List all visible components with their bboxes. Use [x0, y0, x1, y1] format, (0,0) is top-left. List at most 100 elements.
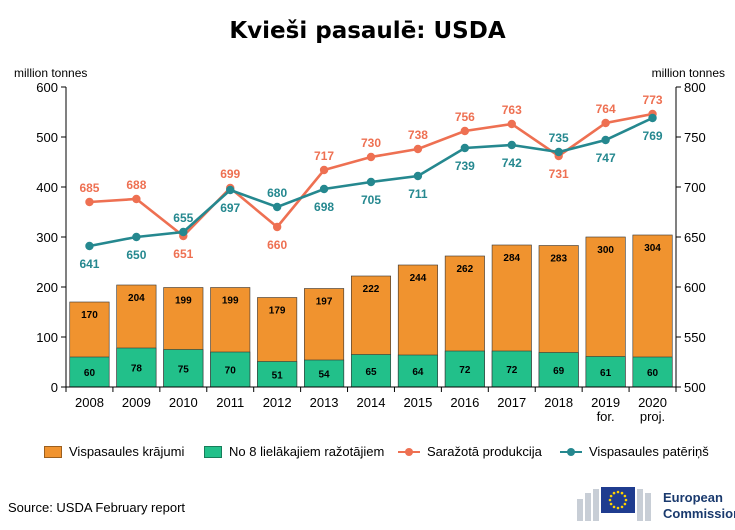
point-consumption	[648, 113, 657, 123]
y-left-tick-label: 600	[36, 80, 58, 95]
point-production	[85, 197, 94, 207]
bar-top8	[491, 350, 532, 388]
bar-top8	[69, 356, 110, 388]
eu-star-icon	[616, 490, 620, 494]
legend-swatch-top8	[204, 445, 222, 458]
point-consumption	[132, 232, 141, 242]
bar-label-stocks: 204	[128, 293, 145, 304]
x-tick-label: 2017	[497, 395, 526, 410]
label-production: 699	[220, 167, 240, 181]
label-consumption: 650	[126, 248, 146, 262]
x-tick-label: 2020	[638, 395, 667, 410]
point-production	[507, 119, 516, 129]
eu-flag-icon	[577, 487, 651, 521]
label-production: 717	[314, 149, 334, 163]
label-production: 651	[173, 247, 193, 261]
y-right-tick-label: 750	[684, 130, 706, 145]
y-left-tick-label: 500	[36, 130, 58, 145]
logo-line-1: European	[663, 490, 723, 505]
eu-star-icon	[612, 505, 616, 509]
y-left-tick-label: 400	[36, 180, 58, 195]
y-right-tick-label: 550	[684, 330, 706, 345]
point-production	[366, 152, 376, 162]
label-consumption: 739	[455, 159, 475, 173]
bar-label-top8: 78	[131, 364, 143, 375]
point-production	[601, 118, 610, 128]
label-consumption: 742	[502, 156, 522, 170]
legend-item-top8: No 8 lielākajiem ražotājiem	[204, 444, 384, 459]
point-production	[413, 144, 423, 154]
label-consumption: 698	[314, 200, 334, 214]
bar-label-stocks: 300	[597, 245, 614, 256]
bar-label-top8: 51	[272, 370, 284, 381]
point-consumption	[601, 135, 610, 145]
legend-swatch-consumption	[560, 446, 582, 458]
eu-star-icon	[609, 494, 613, 498]
eu-star-icon	[609, 502, 613, 506]
y-right-unit-label: million tonnes	[651, 66, 725, 80]
bar-top8	[210, 351, 251, 388]
label-consumption: 711	[408, 187, 428, 201]
legend-label-consumption: Vispasaules patēriņš	[589, 444, 709, 459]
point-consumption	[460, 143, 470, 153]
eu-star-icon	[624, 498, 628, 502]
y-left-tick-label: 200	[36, 280, 58, 295]
point-production	[132, 194, 141, 204]
chart-title: Kvieši pasaulē: USDA	[229, 18, 506, 44]
legend-label-stocks: Vispasaules krājumi	[69, 444, 185, 459]
eu-star-icon	[620, 505, 624, 509]
bar-label-top8: 69	[553, 366, 565, 377]
bar-top8	[163, 349, 204, 388]
legend-item-stocks: Vispasaules krājumi	[44, 444, 184, 459]
legend: Vispasaules krājumi No 8 lielākajiem raž…	[0, 444, 735, 466]
x-tick-label: for.	[597, 409, 615, 424]
bar-label-stocks: 170	[81, 310, 98, 321]
point-consumption	[413, 171, 423, 181]
point-consumption	[272, 202, 282, 212]
label-production: 685	[79, 181, 99, 195]
point-production	[460, 126, 470, 136]
label-production: 756	[455, 110, 475, 124]
bar-label-stocks: 179	[269, 306, 286, 317]
bar-label-top8: 64	[412, 367, 424, 378]
y-left-unit-label: million tonnes	[14, 66, 88, 80]
label-production: 730	[361, 136, 381, 150]
point-consumption	[507, 140, 516, 150]
label-consumption: 641	[79, 257, 99, 271]
bar-label-top8: 60	[647, 368, 659, 379]
label-production: 660	[267, 238, 287, 252]
y-right-tick-label: 700	[684, 180, 706, 195]
bar-label-stocks: 222	[363, 284, 380, 295]
point-consumption	[554, 147, 563, 157]
legend-label-top8: No 8 lielākajiem ražotājiem	[229, 444, 385, 459]
x-tick-label: 2009	[122, 395, 151, 410]
label-production: 773	[643, 93, 663, 107]
point-consumption	[179, 227, 188, 237]
label-production: 763	[502, 103, 522, 117]
y-left-tick-label: 100	[36, 330, 58, 345]
bar-label-stocks: 284	[503, 253, 520, 264]
bar-label-top8: 60	[84, 368, 96, 379]
x-tick-label: 2014	[357, 395, 386, 410]
x-tick-label: 2015	[403, 395, 432, 410]
bar-label-stocks: 244	[410, 273, 427, 284]
bar-label-top8: 54	[319, 370, 331, 381]
bar-label-stocks: 304	[644, 243, 661, 254]
label-consumption: 769	[643, 129, 663, 143]
bar-top8	[444, 350, 485, 388]
label-consumption: 680	[267, 186, 287, 200]
label-production: 764	[596, 102, 616, 116]
label-consumption: 655	[173, 211, 193, 225]
bar-top8	[397, 354, 438, 388]
label-consumption: 747	[596, 151, 616, 165]
bar-top8	[350, 354, 392, 388]
x-tick-label: 2018	[544, 395, 573, 410]
point-production	[272, 222, 282, 232]
x-tick-label: 2019	[591, 395, 620, 410]
legend-label-production: Saražotā produkcija	[427, 444, 542, 459]
x-tick-label: 2012	[263, 395, 292, 410]
bar-label-stocks: 283	[550, 254, 567, 265]
label-production: 731	[549, 167, 569, 181]
label-consumption: 697	[220, 201, 240, 215]
y-right-tick-label: 600	[684, 280, 706, 295]
